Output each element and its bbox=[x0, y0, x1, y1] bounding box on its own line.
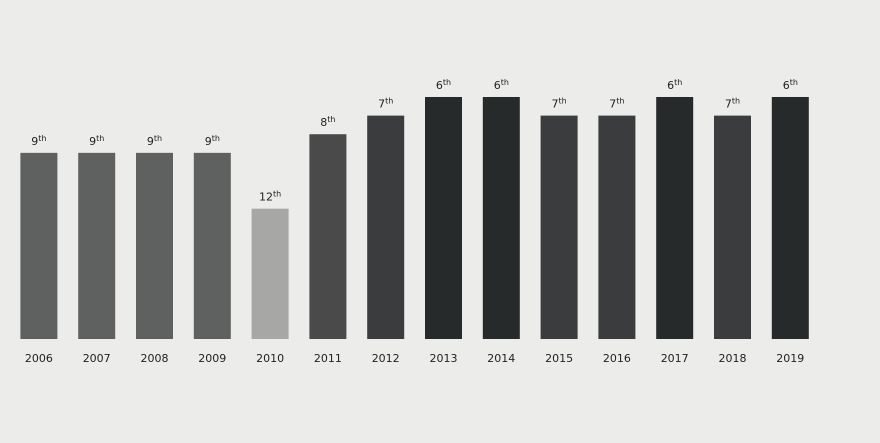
data-label: 6th bbox=[494, 78, 509, 92]
data-label: 6th bbox=[436, 78, 451, 92]
x-tick-label: 2018 bbox=[719, 352, 747, 365]
x-tick-label: 2011 bbox=[314, 352, 342, 365]
bar bbox=[598, 115, 636, 339]
x-tick-label: 2013 bbox=[430, 352, 458, 365]
bar bbox=[193, 152, 231, 339]
data-label: 9th bbox=[89, 134, 104, 148]
x-tick-label: 2015 bbox=[545, 352, 573, 365]
bar bbox=[714, 115, 751, 339]
x-tick-label: 2007 bbox=[83, 352, 111, 365]
bar bbox=[482, 97, 520, 339]
x-tick-label: 2014 bbox=[487, 352, 515, 365]
data-label: 9th bbox=[147, 134, 162, 148]
bar bbox=[771, 97, 809, 339]
data-label: 7th bbox=[551, 97, 566, 111]
data-label: 7th bbox=[609, 97, 624, 111]
bar bbox=[78, 152, 116, 339]
x-tick-label: 2008 bbox=[141, 352, 169, 365]
x-tick-label: 2017 bbox=[661, 352, 689, 365]
data-label: 6th bbox=[667, 78, 682, 92]
bar bbox=[309, 134, 347, 339]
data-label: 7th bbox=[378, 97, 393, 111]
bar bbox=[367, 115, 405, 339]
data-label: 12th bbox=[259, 190, 281, 204]
x-tick-label: 2009 bbox=[198, 352, 226, 365]
x-tick-label: 2019 bbox=[776, 352, 804, 365]
x-tick-label: 2010 bbox=[256, 352, 284, 365]
data-label: 9th bbox=[31, 134, 46, 148]
x-tick-label: 2016 bbox=[603, 352, 631, 365]
data-label: 7th bbox=[725, 97, 740, 111]
data-label: 9th bbox=[205, 134, 220, 148]
bar bbox=[136, 152, 173, 339]
data-label: 8th bbox=[320, 115, 335, 129]
data-label: 6th bbox=[783, 78, 798, 92]
bar bbox=[540, 115, 578, 339]
bar bbox=[251, 208, 289, 339]
bar bbox=[656, 97, 694, 339]
bar bbox=[20, 152, 58, 339]
x-tick-label: 2006 bbox=[25, 352, 53, 365]
x-tick-label: 2012 bbox=[372, 352, 400, 365]
bar bbox=[425, 97, 462, 339]
